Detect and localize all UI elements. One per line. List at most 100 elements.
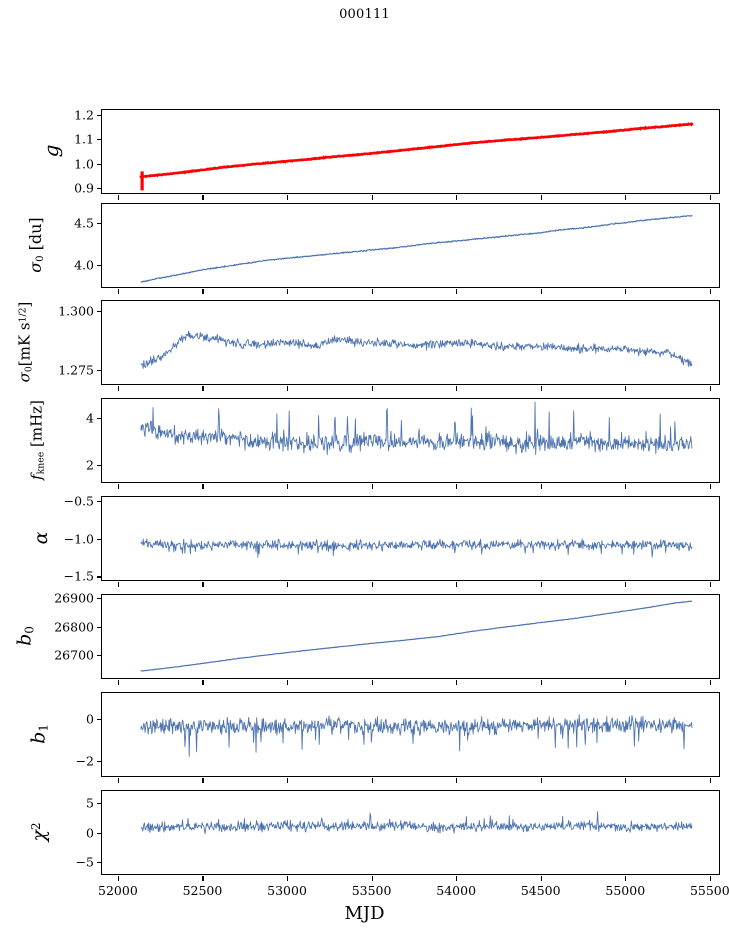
series-g xyxy=(139,122,694,191)
series-sigma0_mK xyxy=(140,330,693,369)
ytick-label-g: 1.2 xyxy=(74,107,94,123)
xtick-label: 55000 xyxy=(605,883,646,898)
ytick-mark-alpha xyxy=(97,576,101,578)
xtick-mark xyxy=(117,680,119,685)
series-b0 xyxy=(140,600,693,672)
xtick-label: 54500 xyxy=(520,883,561,898)
ytick-label-b1: 0 xyxy=(86,711,94,727)
xtick-mark xyxy=(625,484,627,489)
xtick-mark xyxy=(287,484,289,489)
ytick-label-f_knee: 2 xyxy=(86,457,94,473)
xtick-mark xyxy=(709,386,711,391)
xtick-mark xyxy=(456,195,458,200)
figure-title: 000111 xyxy=(339,7,390,22)
subplot-b0 xyxy=(101,594,720,679)
ytick-mark-g xyxy=(97,187,101,190)
ytick-label-chi2: −5 xyxy=(75,854,94,870)
xtick-mark xyxy=(202,386,204,391)
ytick-label-b1: −2 xyxy=(75,753,94,769)
series-alpha xyxy=(140,538,693,558)
ytick-label-chi2: 0 xyxy=(86,825,94,840)
ytick-mark-b1 xyxy=(97,761,101,763)
xtick-label: 55500 xyxy=(689,883,729,898)
xtick-mark xyxy=(540,582,542,587)
xaxis-label: MJD xyxy=(344,903,385,924)
ytick-label-sigma0_mK: 1.300 xyxy=(58,303,94,319)
data-line-b1 xyxy=(140,714,693,757)
data-line-sigma0_mK xyxy=(140,330,693,369)
ytick-label-g: 0.9 xyxy=(74,180,94,196)
xtick-mark xyxy=(540,680,542,685)
data-points-g-red xyxy=(139,122,694,179)
ytick-label-alpha: −0.5 xyxy=(63,493,94,509)
xtick-mark xyxy=(540,484,542,489)
ytick-label-b0: 26700 xyxy=(54,647,94,663)
ytick-label-alpha: −1.5 xyxy=(63,568,94,584)
xtick-mark xyxy=(371,386,373,391)
ytick-mark-f_knee xyxy=(97,418,101,420)
data-line-sigma0_du xyxy=(140,214,693,283)
xtick-mark xyxy=(456,386,458,391)
xtick-mark xyxy=(456,289,458,294)
ytick-label-sigma0_du: 4.5 xyxy=(74,215,94,231)
ytick-mark-sigma0_mK xyxy=(97,369,101,371)
xtick-mark xyxy=(709,289,711,294)
ytick-mark-chi2 xyxy=(97,802,101,805)
xtick-mark xyxy=(709,195,711,200)
ytick-mark-sigma0_du xyxy=(97,223,101,225)
xtick-mark xyxy=(371,484,373,489)
xtick-label: 53500 xyxy=(351,883,392,898)
xtick-mark xyxy=(540,778,542,783)
xtick-mark xyxy=(625,680,627,685)
xtick-mark xyxy=(625,778,627,783)
xtick-mark xyxy=(456,680,458,685)
xtick-mark xyxy=(456,778,458,783)
xtick-mark xyxy=(287,582,289,587)
ylabel-g: g xyxy=(39,144,63,158)
xtick-mark xyxy=(202,289,204,294)
xtick-mark xyxy=(287,289,289,294)
xtick-mark xyxy=(625,289,627,294)
xtick-mark xyxy=(117,582,119,587)
xtick-mark xyxy=(456,876,458,881)
xtick-mark xyxy=(540,386,542,391)
data-line-alpha xyxy=(140,538,693,558)
xtick-mark xyxy=(625,582,627,587)
series-sigma0_du xyxy=(140,214,693,283)
ytick-label-g: 1.0 xyxy=(74,156,94,172)
xtick-mark xyxy=(287,386,289,391)
subplot-b1 xyxy=(101,692,720,777)
xtick-mark xyxy=(371,876,373,881)
xtick-mark xyxy=(625,386,627,391)
xtick-mark xyxy=(202,582,204,587)
xtick-mark xyxy=(456,582,458,587)
xtick-mark xyxy=(117,876,119,881)
xtick-label: 52500 xyxy=(182,883,223,898)
xtick-mark xyxy=(117,386,119,391)
subplot-sigma0-du xyxy=(101,203,720,288)
xtick-mark xyxy=(625,876,627,881)
xtick-mark xyxy=(202,484,204,489)
ytick-label-g: 1.1 xyxy=(74,131,94,147)
series-f_knee xyxy=(140,401,693,456)
ytick-label-f_knee: 4 xyxy=(86,410,94,426)
xtick-mark xyxy=(287,680,289,685)
xtick-label: 54000 xyxy=(436,883,477,898)
ytick-mark-sigma0_mK xyxy=(97,310,101,312)
xtick-mark xyxy=(202,680,204,685)
xtick-label: 53000 xyxy=(267,883,307,898)
ytick-label-b0: 26900 xyxy=(54,590,94,606)
xtick-mark xyxy=(371,195,373,200)
xtick-mark xyxy=(371,582,373,587)
ytick-mark-chi2 xyxy=(97,832,101,834)
xtick-mark xyxy=(540,289,542,294)
xtick-mark xyxy=(287,778,289,783)
xtick-mark xyxy=(117,778,119,783)
xtick-mark xyxy=(202,195,204,200)
ytick-mark-b1 xyxy=(97,718,101,720)
xtick-mark xyxy=(709,582,711,587)
ytick-mark-b0 xyxy=(97,626,101,628)
ytick-mark-sigma0_du xyxy=(97,265,101,267)
xtick-mark xyxy=(117,289,119,294)
ytick-mark-alpha xyxy=(97,538,101,540)
